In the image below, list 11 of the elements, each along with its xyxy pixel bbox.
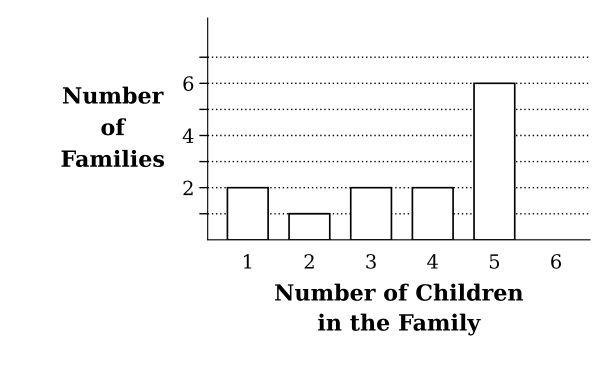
x-tick-label: 6 <box>551 254 562 269</box>
x-tick-label: 2 <box>304 254 314 269</box>
x-tick-label: 5 <box>490 254 500 269</box>
y-axis-title: Number of Families <box>62 86 164 168</box>
x-tick-label: 3 <box>366 254 376 269</box>
x-tick-label: 1 <box>244 254 252 269</box>
x-axis-title: Number of Children in the Family <box>275 284 524 336</box>
y-tick-label: 6 <box>183 76 194 91</box>
y-tick-label: 4 <box>182 128 194 143</box>
x-tick-label: 4 <box>427 254 438 269</box>
y-tick-label: 2 <box>183 180 193 196</box>
